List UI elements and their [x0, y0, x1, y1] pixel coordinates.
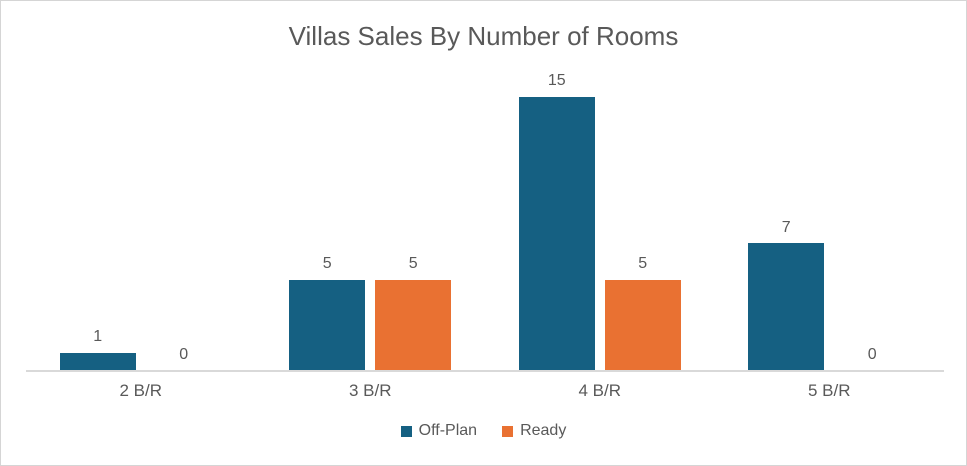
legend-label: Ready [520, 422, 567, 439]
legend-item-ready: Ready [502, 422, 566, 440]
data-label: 5 [408, 255, 418, 273]
bar-group: 15 5 [485, 61, 715, 371]
bar-cell: 7 [748, 61, 825, 371]
bar-ready-3-b-r [375, 279, 452, 371]
bar-off-plan-4-b-r [518, 97, 595, 371]
x-axis-labels: 2 B/R 3 B/R 4 B/R 5 B/R [26, 381, 944, 401]
x-axis-tick-label: 4 B/R [578, 381, 622, 400]
bar-cell: 15 [518, 61, 595, 371]
x-axis-line [26, 370, 944, 372]
bar-cell: 5 [375, 61, 452, 371]
data-label: 1 [93, 328, 103, 346]
data-label: 7 [781, 218, 791, 236]
legend-swatch-icon [502, 425, 514, 437]
x-axis-tick-label: 2 B/R [119, 381, 163, 400]
data-label: 0 [179, 346, 189, 364]
bar-ready-4-b-r [604, 279, 681, 371]
legend-swatch-icon [400, 425, 412, 437]
bar-cell: 5 [289, 61, 366, 371]
bar-off-plan-5-b-r [748, 243, 825, 371]
data-label: 5 [322, 255, 332, 273]
data-label: 15 [547, 72, 566, 90]
legend: Off-Plan Ready [1, 422, 966, 440]
legend-label: Off-Plan [418, 422, 478, 439]
chart-title: Villas Sales By Number of Rooms [288, 21, 679, 51]
data-label: 0 [867, 346, 877, 364]
bar-cell: 1 [59, 61, 136, 371]
bar-cell: 5 [604, 61, 681, 371]
x-axis-tick-label: 3 B/R [348, 381, 392, 400]
bar-off-plan-3-b-r [289, 279, 366, 371]
legend-item-off-plan: Off-Plan [400, 422, 478, 440]
bar-cell: 0 [146, 61, 222, 371]
data-label: 5 [638, 255, 648, 273]
plot-area: 1 0 5 5 15 5 7 0 [26, 61, 944, 371]
bar-cell: 0 [834, 61, 910, 371]
x-axis-tick-label: 5 B/R [807, 381, 851, 400]
bar-off-plan-2-b-r [59, 352, 136, 371]
